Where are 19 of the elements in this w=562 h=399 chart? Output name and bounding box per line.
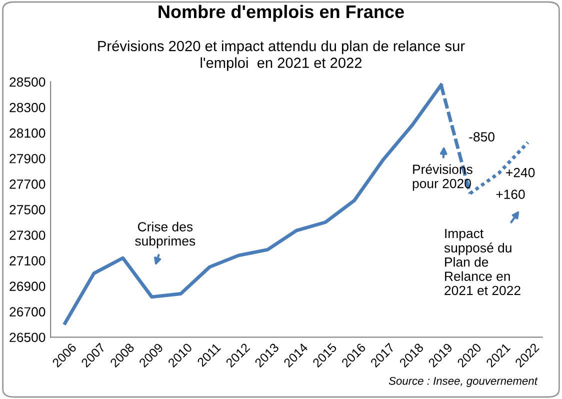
y-tick-label: 28300 <box>10 102 46 112</box>
y-tick-label: 26500 <box>10 332 46 342</box>
y-tick-label: 27700 <box>10 180 46 189</box>
annotation: +160 <box>496 190 525 199</box>
y-tick-label: 28100 <box>10 128 46 138</box>
y-tick-label: 26900 <box>10 282 46 291</box>
y-tick-label: 27100 <box>10 256 46 266</box>
y-tick-label: 28500 <box>10 77 46 87</box>
annotation: Impact supposé du Plan de Relance en 2021 et 2022 <box>444 228 520 296</box>
y-tick-label: 27500 <box>10 205 46 214</box>
chart-subtitle: Prévisions 2020 et impact attendu du plan de relance sur l'emploi en 2021 et 2022 <box>98 40 465 71</box>
y-tick-label: 26700 <box>10 307 46 317</box>
annotation: +240 <box>506 168 535 178</box>
source-note: Source : Insee, gouvernement <box>388 376 538 388</box>
annotation: Crise des subprimes <box>135 222 196 248</box>
y-tick-label: 27900 <box>10 154 46 164</box>
annotation: -850 <box>469 132 494 142</box>
chart-title: Nombre d'emplois en France <box>158 4 404 22</box>
y-tick-label: 27300 <box>10 230 46 240</box>
